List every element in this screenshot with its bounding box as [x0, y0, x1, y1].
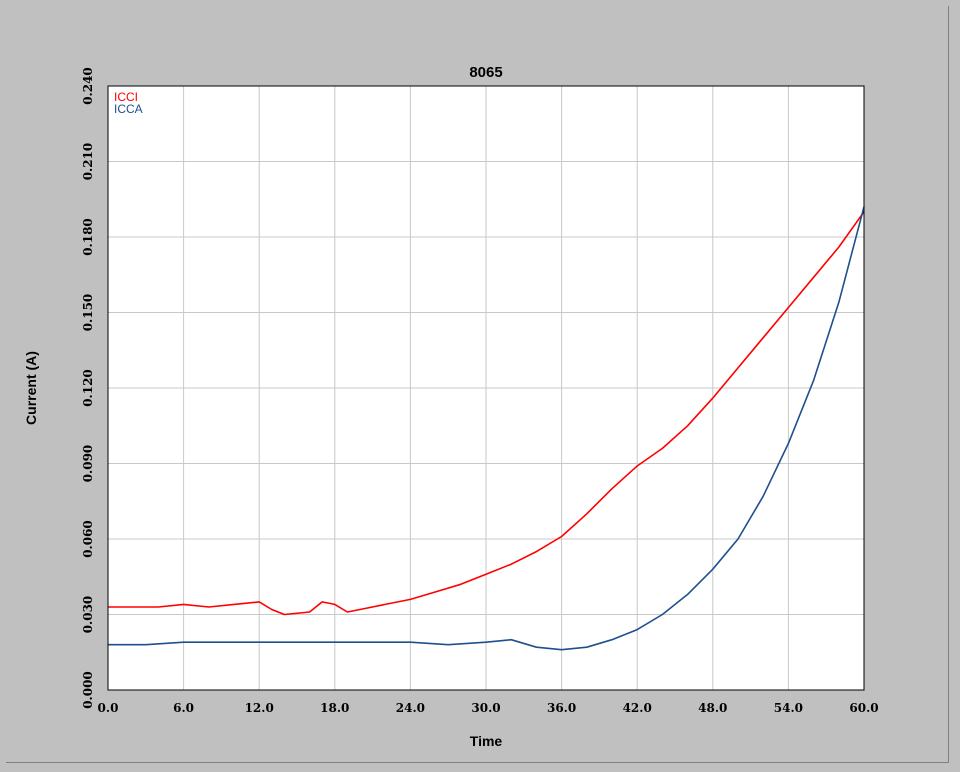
- y-axis-ticks: 0.000 0.030 0.060 0.090 0.120 0.150 0.180 0.210…: [81, 67, 95, 709]
- y-tick-label: 0.060: [81, 520, 95, 558]
- x-tick-label: 60.0: [849, 701, 878, 715]
- x-axis-label: Time: [470, 733, 503, 749]
- y-axis-label: Current (A): [23, 351, 39, 425]
- legend-entry-icci: ICCI: [114, 90, 138, 104]
- x-tick-label: 36.0: [547, 701, 576, 715]
- series-line-icca: [108, 206, 865, 651]
- y-tick-label: 0.120: [81, 369, 95, 407]
- x-tick-label: 54.0: [774, 701, 803, 715]
- line-chart: 0.0 6.0 12.0 18.0 24.0 30.0 36.0 42.0 48.0 54.0 60…: [23, 64, 879, 749]
- plot-border: [107, 85, 865, 691]
- y-tick-label: 0.150: [81, 294, 95, 332]
- x-tick-label: 24.0: [396, 701, 425, 715]
- x-tick-label: 48.0: [698, 701, 727, 715]
- y-tick-label: 0.090: [81, 445, 95, 483]
- legend-entry-icca: ICCA: [114, 102, 143, 116]
- x-tick-label: 42.0: [623, 701, 652, 715]
- y-tick-label: 0.240: [81, 67, 95, 105]
- x-tick-label: 12.0: [245, 701, 274, 715]
- y-tick-label: 0.180: [81, 218, 95, 256]
- x-tick-label: 18.0: [320, 701, 349, 715]
- chart-title: 8065: [469, 64, 502, 81]
- y-tick-label: 0.000: [81, 671, 95, 709]
- y-tick-label: 0.210: [81, 143, 95, 181]
- series-line-icci: [108, 211, 865, 616]
- series-layer: [108, 206, 865, 651]
- x-tick-label: 30.0: [471, 701, 500, 715]
- x-tick-label: 6.0: [173, 701, 194, 715]
- x-tick-label: 0.0: [98, 701, 119, 715]
- x-axis-ticks: 0.0 6.0 12.0 18.0 24.0 30.0 36.0 42.0 48.0 54.0 60…: [98, 701, 879, 715]
- chart-window: 0.0 6.0 12.0 18.0 24.0 30.0 36.0 42.0 48.0 54.0 60…: [6, 6, 949, 763]
- y-tick-label: 0.030: [81, 596, 95, 634]
